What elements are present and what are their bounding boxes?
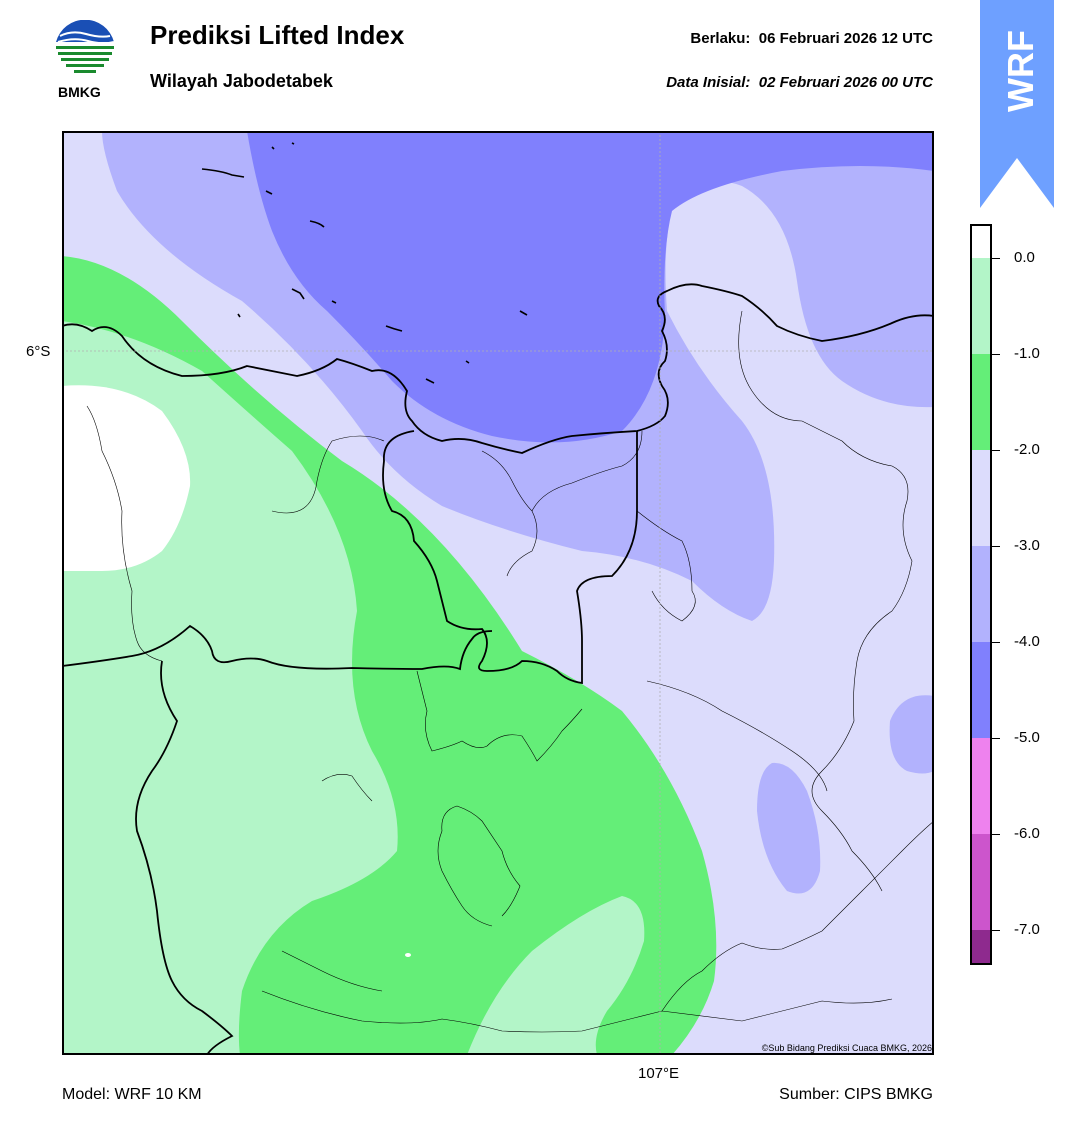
colorbar-tick bbox=[991, 546, 1000, 547]
li-speck bbox=[405, 953, 411, 957]
wrf-badge bbox=[980, 0, 1054, 208]
colorbar-label: -2.0 bbox=[1014, 441, 1040, 458]
colorbar-label: -5.0 bbox=[1014, 729, 1040, 746]
colorbar-segment bbox=[972, 226, 990, 258]
colorbar-segment bbox=[972, 642, 990, 738]
lon-label: 107°E bbox=[638, 1065, 680, 1082]
li-blob-southeast bbox=[757, 762, 821, 894]
li-contour-m4 bbox=[247, 131, 934, 443]
province-boundary-south bbox=[135, 660, 234, 1055]
colorbar-tick bbox=[991, 258, 1000, 259]
colorbar bbox=[970, 224, 992, 965]
page-title: Prediksi Lifted Index bbox=[150, 20, 405, 50]
model-label: Model: WRF 10 KM bbox=[62, 1086, 202, 1103]
colorbar-tick bbox=[991, 738, 1000, 739]
map-border bbox=[62, 131, 934, 1055]
colorbar-tick bbox=[991, 642, 1000, 643]
li-contour-positive bbox=[62, 385, 191, 571]
colorbar-label: -4.0 bbox=[1014, 633, 1040, 650]
province-boundary-west bbox=[62, 624, 493, 671]
colorbar-label: -3.0 bbox=[1014, 537, 1040, 554]
colorbar-segment bbox=[972, 354, 990, 450]
svg-text:WRF: WRF bbox=[1000, 30, 1041, 112]
colorbar-label: 0.0 bbox=[1014, 249, 1035, 266]
thousand-islands bbox=[201, 142, 528, 384]
colorbar-segment bbox=[972, 930, 990, 963]
li-contour-0-south bbox=[467, 896, 645, 1055]
page-subtitle: Wilayah Jabodetabek bbox=[150, 71, 333, 91]
colorbar-segment bbox=[972, 258, 990, 354]
coastline bbox=[62, 283, 934, 454]
district-boundaries bbox=[86, 310, 934, 1033]
map-credit: ©Sub Bidang Prediksi Cuaca BMKG, 2026 bbox=[761, 1043, 932, 1053]
li-blob-east bbox=[889, 695, 934, 774]
lat-label: 6°S bbox=[26, 343, 51, 360]
colorbar-tick bbox=[991, 834, 1000, 835]
colorbar-segment bbox=[972, 546, 990, 642]
colorbar-label: -6.0 bbox=[1014, 825, 1040, 842]
valid-time: Berlaku: 06 Februari 2026 12 UTC bbox=[690, 30, 933, 47]
colorbar-label: -7.0 bbox=[1014, 921, 1040, 938]
source-label: Sumber: CIPS BMKG bbox=[779, 1086, 933, 1103]
wrf-badge-text: WRF bbox=[1000, 30, 1041, 112]
init-time: Data Inisial: 02 Februari 2026 00 UTC bbox=[666, 74, 933, 91]
colorbar-segment bbox=[972, 834, 990, 930]
province-boundary bbox=[382, 430, 638, 685]
bmkg-logo bbox=[56, 20, 115, 73]
colorbar-tick bbox=[991, 354, 1000, 355]
map-panel bbox=[62, 131, 934, 1055]
colorbar-tick bbox=[991, 450, 1000, 451]
colorbar-label: -1.0 bbox=[1014, 345, 1040, 362]
colorbar-tick bbox=[991, 930, 1000, 931]
colorbar-segment bbox=[972, 738, 990, 834]
colorbar-segment bbox=[972, 450, 990, 546]
logo-text: BMKG bbox=[58, 84, 101, 100]
